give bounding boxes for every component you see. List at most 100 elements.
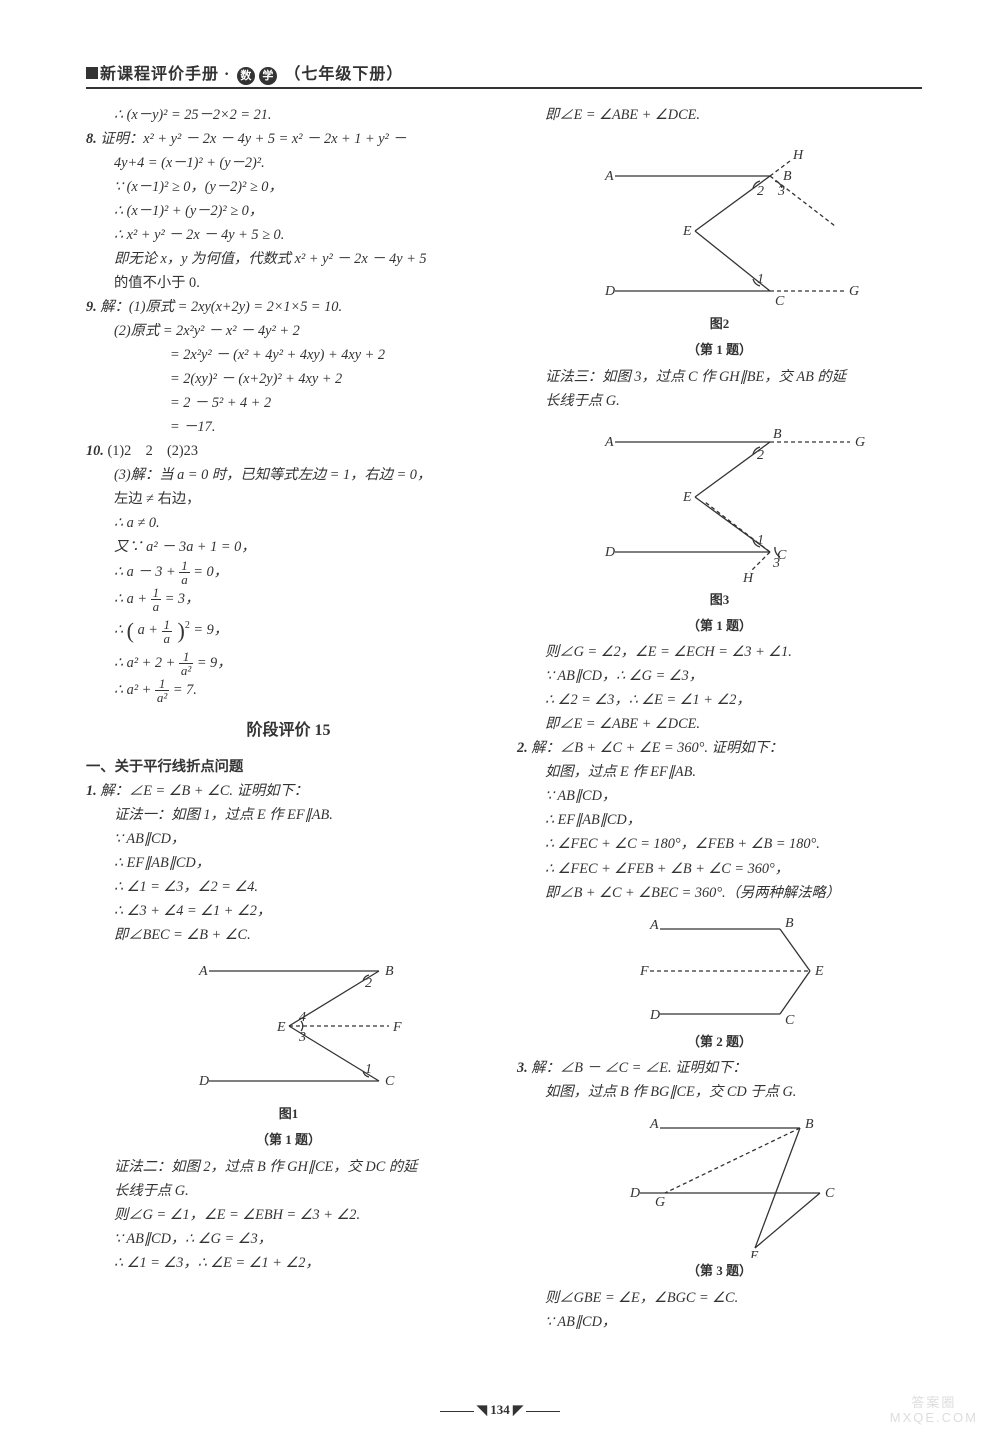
q10-line6: ∴ a － 3 + 1a = 0， [86,559,491,586]
q10-line10: ∴ a² + 1a² = 7. [86,677,491,704]
p1-line8: 证法二：如图 2，过点 B 作 GH∥CE，交 DC 的延 [86,1155,491,1179]
p2-line7: 即∠B + ∠C + ∠BEC = 360°.（另两种解法略） [517,881,922,905]
q9-line6: = －17. [86,415,491,439]
svg-text:4: 4 [299,1010,306,1025]
q10-line2: (3)解：当 a = 0 时，已知等式左边 = 1，右边 = 0， [86,463,491,487]
svg-text:A: A [649,1117,659,1132]
r-line5: ∵ AB∥CD，∴ ∠G = ∠3， [517,664,922,688]
svg-text:A: A [604,435,614,450]
page-footer: ◥ 134 ◤ [0,1402,1000,1418]
header-marker [86,67,98,79]
figure-1: AB DC EF 21 43 [169,951,409,1101]
svg-text:C: C [785,1013,795,1028]
svg-text:B: B [805,1117,814,1132]
q8-line6: 即无论 x，y 为何值，代数式 x² + y² － 2x － 4y + 5 [86,247,491,271]
q8-line2: 4y+4 = (x－1)² + (y－2)². [86,151,491,175]
grade-label: （七年级下册） [284,66,403,83]
svg-text:D: D [629,1186,640,1201]
p1-line5: ∴ ∠1 = ∠3，∠2 = ∠4. [86,875,491,899]
q8-line3: ∵ (x－1)² ≥ 0，(y－2)² ≥ 0， [86,175,491,199]
fig5-title: （第 3 题） [517,1260,922,1282]
q10-line1: (1)2 2 (2)23 [104,443,198,459]
svg-text:G: G [849,284,859,299]
fig1-caption: 图1 [86,1103,491,1125]
r-line7: 即∠E = ∠ABE + ∠DCE. [517,712,922,736]
p2-line4: ∴ EF∥AB∥CD， [517,808,922,832]
p1-line3: ∵ AB∥CD， [86,827,491,851]
svg-text:E: E [276,1020,286,1035]
book-title: 新课程评价手册 · 数学 （七年级下册） [100,60,403,85]
q8-num: 8. [86,131,97,147]
r-line1: 即∠E = ∠ABE + ∠DCE. [517,103,922,127]
svg-text:D: D [604,545,615,560]
svg-text:B: B [785,916,794,931]
figure-4: A B D C F E [605,909,835,1029]
wm-line2: MXQE.COM [890,1410,978,1426]
fig1-title: （第 1 题） [86,1129,491,1151]
q10-line8: ∴ ( a + 1a )2 = 9， [86,613,491,650]
svg-text:E: E [682,490,692,505]
p3-line4: ∵ AB∥CD， [517,1310,922,1334]
svg-text:1: 1 [757,533,764,548]
p1-line12: ∴ ∠1 = ∠3，∴ ∠E = ∠1 + ∠2， [86,1251,491,1275]
page-header: 新课程评价手册 · 数学 （七年级下册） [86,60,922,89]
svg-text:2: 2 [757,448,764,463]
p2-num: 2. [517,740,528,756]
svg-text:2: 2 [757,184,764,199]
svg-text:D: D [604,284,615,299]
line: ∴ (x－y)² = 25－2×2 = 21. [86,103,491,127]
svg-text:E: E [682,224,692,239]
svg-text:1: 1 [757,272,764,287]
p2-line3: ∵ AB∥CD， [517,784,922,808]
svg-text:D: D [649,1008,660,1023]
svg-text:E: E [814,964,824,979]
right-column: 即∠E = ∠ABE + ∠DCE. A B D C [517,103,922,1334]
svg-text:G: G [855,435,865,450]
svg-text:2: 2 [365,976,372,991]
q8-line5: ∴ x² + y² － 2x － 4y + 5 ≥ 0. [86,223,491,247]
p1-line2: 证法一：如图 1，过点 E 作 EF∥AB. [86,803,491,827]
p2-line6: ∴ ∠FEC + ∠FEB + ∠B + ∠C = 360°， [517,857,922,881]
r-line3: 长线于点 G. [517,389,922,413]
r-line4: 则∠G = ∠2，∠E = ∠ECH = ∠3 + ∠1. [517,640,922,664]
stage-title: 阶段评价 15 [86,718,491,745]
p1-line1: 解：∠E = ∠B + ∠C. 证明如下： [97,783,308,799]
svg-text:H: H [742,571,754,586]
svg-text:C: C [825,1186,835,1201]
svg-text:A: A [198,964,208,979]
left-column: ∴ (x－y)² = 25－2×2 = 21. 8. 证明：x² + y² － … [86,103,491,1334]
wm-line1: 答案圈 [890,1395,978,1411]
p3-line1: 解：∠B － ∠C = ∠E. 证明如下： [528,1060,747,1076]
svg-text:F: F [639,964,649,979]
figure-2: AB DC E HG 23 1 [575,131,865,311]
p2-line2: 如图，过点 E 作 EF∥AB. [517,760,922,784]
q10-num: 10. [86,443,104,459]
p1-line10: 则∠G = ∠1，∠E = ∠EBH = ∠3 + ∠2. [86,1203,491,1227]
p3-line3: 则∠GBE = ∠E，∠BGC = ∠C. [517,1286,922,1310]
svg-text:E: E [749,1249,759,1258]
p2-line5: ∴ ∠FEC + ∠C = 180°，∠FEB + ∠B = 180°. [517,832,922,856]
fig2-caption: 图2 [517,313,922,335]
q10-line7: ∴ a + 1a = 3， [86,586,491,613]
q9-num: 9. [86,299,97,315]
title-dot: · [224,66,230,83]
svg-text:A: A [649,918,659,933]
q9-line5: = 2 － 5² + 4 + 2 [86,391,491,415]
q10-line4: ∴ a ≠ 0. [86,511,491,535]
r-line2: 证法三：如图 3，过点 C 作 GH∥BE，交 AB 的延 [517,365,922,389]
watermark: 答案圈 MXQE.COM [890,1395,978,1426]
p1-line11: ∵ AB∥CD，∴ ∠G = ∠3， [86,1227,491,1251]
svg-text:B: B [773,427,782,442]
p3-num: 3. [517,1060,528,1076]
q9-line2: (2)原式 = 2x²y² － x² － 4y² + 2 [86,319,491,343]
q9-line4: = 2(xy)² － (x+2y)² + 4xy + 2 [86,367,491,391]
svg-text:D: D [198,1074,209,1089]
svg-text:B: B [783,169,792,184]
svg-text:C: C [385,1074,395,1089]
q10-line3: 左边 ≠ 右边， [86,487,491,511]
fig4-title: （第 2 题） [517,1031,922,1053]
figure-3: AB DC E GH 2 13 [575,417,865,587]
figure-5: AB DG C E [605,1108,835,1258]
svg-text:C: C [775,294,785,309]
svg-text:A: A [604,169,614,184]
